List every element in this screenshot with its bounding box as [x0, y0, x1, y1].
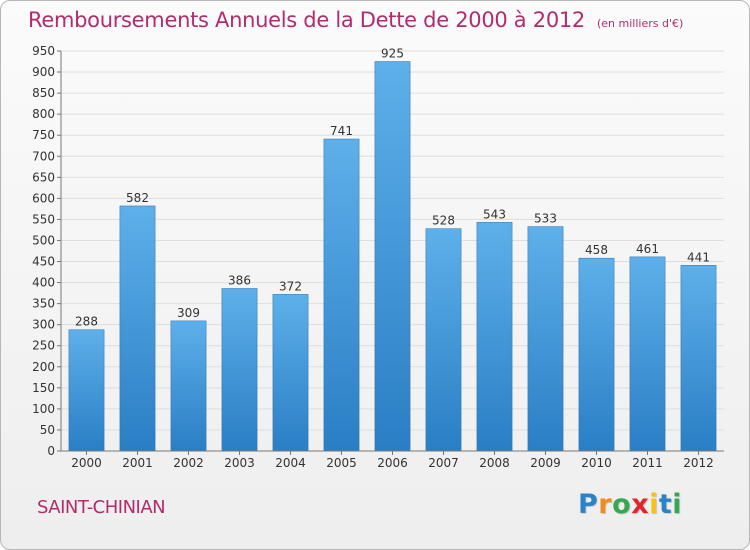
y-tick-label: 650	[32, 170, 55, 184]
value-label-2003: 386	[228, 273, 251, 287]
proxiti-logo[interactable]: Proxiti	[578, 489, 682, 520]
y-tick-label: 0	[47, 444, 55, 458]
bar-2009[interactable]	[527, 226, 564, 452]
y-tick-label: 150	[32, 381, 55, 395]
logo-letter: i	[649, 489, 659, 520]
y-tick-label: 600	[32, 191, 55, 205]
y-tick-label: 500	[32, 233, 55, 247]
bar-2001[interactable]	[119, 205, 156, 452]
x-tick-label-2008: 2008	[479, 456, 510, 470]
data-labels: 288 582 309 386 372 741 925 528 543 533 458 461 441	[75, 47, 710, 329]
y-tick-label: 400	[32, 276, 55, 290]
y-tick-label: 50	[40, 423, 55, 437]
x-tick-label-2001: 2001	[122, 456, 153, 470]
value-label-2011: 461	[636, 242, 659, 256]
y-tick-label: 450	[32, 255, 55, 269]
y-tick-label: 750	[32, 128, 55, 142]
bar-2008[interactable]	[476, 222, 513, 452]
x-tick-label-2000: 2000	[71, 456, 102, 470]
bar-2007[interactable]	[425, 228, 462, 452]
y-tick-label: 250	[32, 339, 55, 353]
value-label-2001: 582	[126, 191, 149, 205]
y-tick-label: 350	[32, 297, 55, 311]
bar-2006[interactable]	[374, 61, 411, 452]
commune-name: SAINT-CHINIAN	[37, 497, 166, 518]
logo-letter: r	[598, 489, 613, 520]
y-tick-label: 950	[32, 44, 55, 58]
y-tick-label: 700	[32, 149, 55, 163]
bar-2012[interactable]	[680, 265, 717, 452]
y-tick-label: 100	[32, 402, 55, 416]
bar-2005[interactable]	[323, 138, 360, 452]
bars	[68, 61, 717, 452]
logo-letter: o	[612, 489, 632, 520]
value-label-2008: 543	[483, 207, 506, 221]
value-label-2010: 458	[585, 243, 608, 257]
y-tick-label: 900	[32, 65, 55, 79]
value-label-2002: 309	[177, 306, 200, 320]
bar-2010[interactable]	[578, 257, 615, 452]
value-label-2004: 372	[279, 279, 302, 293]
logo-letter: t	[658, 489, 673, 520]
bar-2003[interactable]	[221, 288, 258, 452]
logo-letter: i	[672, 489, 683, 520]
bar-2011[interactable]	[629, 256, 666, 452]
y-tick-label: 800	[32, 107, 55, 121]
chart-title-text: Remboursements Annuels de la Dette de 20…	[28, 8, 585, 32]
axes: 0 50 100 150 200 250 300 350 400 450 500 550 600 650 7…	[32, 44, 724, 470]
value-label-2012: 441	[687, 250, 710, 264]
x-tick-label-2009: 2009	[530, 456, 561, 470]
x-tick-label-2010: 2010	[581, 456, 612, 470]
value-label-2006: 925	[381, 47, 404, 61]
x-tick-label-2002: 2002	[173, 456, 204, 470]
y-tick-label: 850	[32, 86, 55, 100]
x-tick-label-2003: 2003	[224, 456, 255, 470]
x-tick-label-2006: 2006	[377, 456, 408, 470]
chart-title: Remboursements Annuels de la Dette de 20…	[28, 8, 683, 32]
value-label-2009: 533	[534, 212, 557, 226]
logo-letter: P	[578, 489, 599, 520]
value-label-2007: 528	[432, 214, 455, 228]
bar-2004[interactable]	[272, 294, 309, 452]
bar-2002[interactable]	[170, 320, 207, 452]
x-tick-label-2007: 2007	[428, 456, 459, 470]
y-tick-label: 550	[32, 212, 55, 226]
chart-unit: (en milliers d'€)	[597, 17, 684, 30]
x-tick-label-2012: 2012	[683, 456, 714, 470]
x-tick-label-2005: 2005	[326, 456, 357, 470]
logo-letter: x	[631, 489, 650, 520]
bar-2000[interactable]	[68, 329, 105, 452]
value-label-2005: 741	[330, 124, 353, 138]
x-tick-label-2004: 2004	[275, 456, 306, 470]
value-label-2000: 288	[75, 315, 98, 329]
x-tick-label-2011: 2011	[632, 456, 663, 470]
y-tick-label: 300	[32, 318, 55, 332]
y-tick-label: 200	[32, 360, 55, 374]
